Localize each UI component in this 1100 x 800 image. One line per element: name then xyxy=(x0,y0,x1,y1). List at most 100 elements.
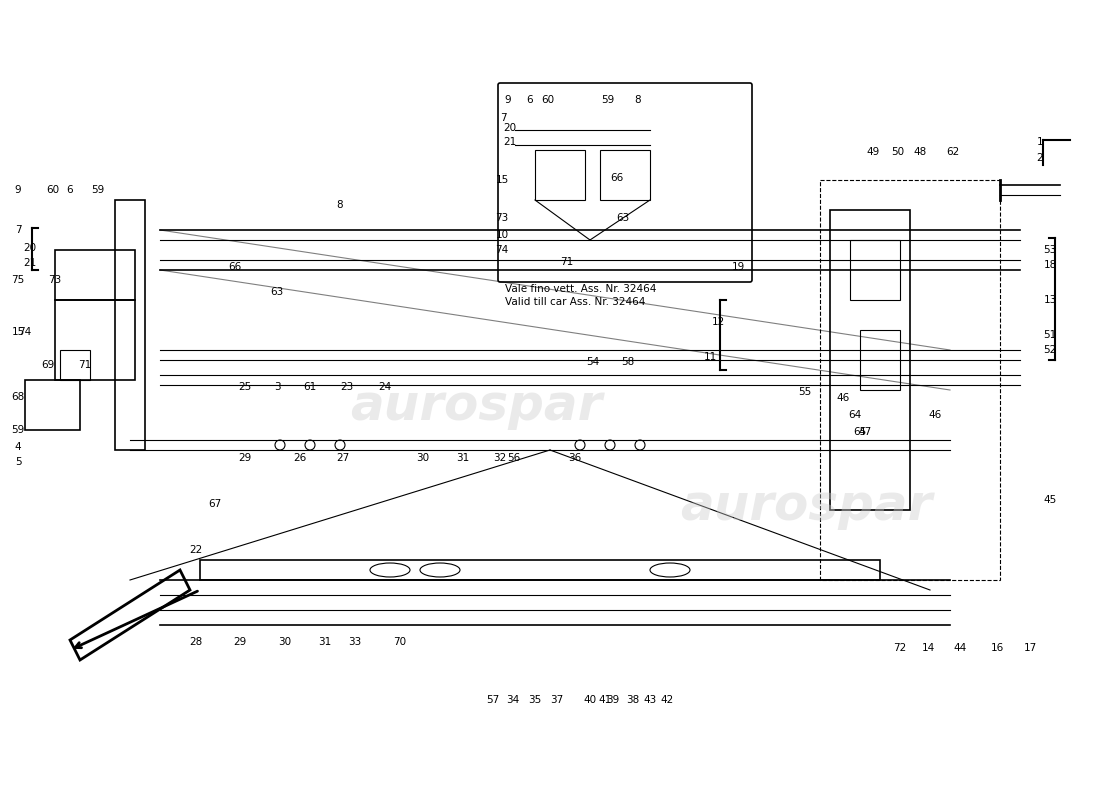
Text: 63: 63 xyxy=(616,213,629,223)
Bar xyxy=(55,250,135,300)
Text: 57: 57 xyxy=(486,695,499,705)
Text: 20: 20 xyxy=(504,123,517,133)
Text: 66: 66 xyxy=(229,262,242,272)
Text: 13: 13 xyxy=(1044,295,1057,305)
Text: 8: 8 xyxy=(635,95,641,105)
Text: 56: 56 xyxy=(507,453,520,463)
Text: 31: 31 xyxy=(456,453,470,463)
Text: 9: 9 xyxy=(505,95,512,105)
Text: 31: 31 xyxy=(318,637,331,647)
Polygon shape xyxy=(70,570,190,660)
Text: 74: 74 xyxy=(495,245,508,255)
Text: 32: 32 xyxy=(494,453,507,463)
Text: 35: 35 xyxy=(528,695,541,705)
Text: 24: 24 xyxy=(378,382,392,392)
Text: 21: 21 xyxy=(504,137,517,147)
Text: 30: 30 xyxy=(417,453,430,463)
Text: 8: 8 xyxy=(337,200,343,210)
Text: 53: 53 xyxy=(1044,245,1057,255)
Text: 29: 29 xyxy=(233,637,246,647)
Text: 17: 17 xyxy=(1023,643,1036,653)
Text: 73: 73 xyxy=(495,213,508,223)
Text: 3: 3 xyxy=(274,382,280,392)
Text: aurospar: aurospar xyxy=(680,482,933,530)
Text: 16: 16 xyxy=(990,643,1003,653)
Text: 60: 60 xyxy=(46,185,59,195)
Bar xyxy=(850,240,900,300)
Text: 20: 20 xyxy=(23,243,36,253)
Text: 61: 61 xyxy=(304,382,317,392)
Text: 39: 39 xyxy=(606,695,619,705)
Text: 26: 26 xyxy=(294,453,307,463)
Text: Vale fino vett. Ass. Nr. 32464: Vale fino vett. Ass. Nr. 32464 xyxy=(505,284,657,294)
Bar xyxy=(600,150,650,200)
Text: 9: 9 xyxy=(14,185,21,195)
Text: 7: 7 xyxy=(14,225,21,235)
Text: 6: 6 xyxy=(67,185,74,195)
Text: aurospar: aurospar xyxy=(350,382,603,430)
Text: 29: 29 xyxy=(239,453,252,463)
Bar xyxy=(116,200,145,450)
Text: 65: 65 xyxy=(854,427,867,437)
Text: 4: 4 xyxy=(14,442,21,452)
Text: 69: 69 xyxy=(42,360,55,370)
Bar xyxy=(55,300,135,380)
Text: 11: 11 xyxy=(703,352,716,362)
Text: 2: 2 xyxy=(1036,153,1043,163)
Text: 14: 14 xyxy=(922,643,935,653)
Text: 15: 15 xyxy=(11,327,24,337)
Text: 70: 70 xyxy=(394,637,407,647)
Bar xyxy=(25,380,80,430)
Text: 59: 59 xyxy=(602,95,615,105)
Text: 42: 42 xyxy=(660,695,673,705)
Text: 10: 10 xyxy=(495,230,508,240)
Text: 59: 59 xyxy=(91,185,104,195)
Bar xyxy=(200,560,880,580)
Text: 28: 28 xyxy=(189,637,202,647)
Text: 47: 47 xyxy=(858,427,871,437)
Text: 72: 72 xyxy=(893,643,906,653)
Text: 58: 58 xyxy=(621,357,635,367)
Text: 46: 46 xyxy=(836,393,849,403)
Text: 71: 71 xyxy=(78,360,91,370)
Bar xyxy=(820,180,1000,580)
Text: 73: 73 xyxy=(48,275,62,285)
Text: 50: 50 xyxy=(891,147,904,157)
Text: 38: 38 xyxy=(626,695,639,705)
Text: 18: 18 xyxy=(1044,260,1057,270)
Text: 59: 59 xyxy=(11,425,24,435)
Text: Valid till car Ass. Nr. 32464: Valid till car Ass. Nr. 32464 xyxy=(505,297,646,307)
Text: 51: 51 xyxy=(1044,330,1057,340)
Text: 36: 36 xyxy=(569,453,582,463)
Text: 40: 40 xyxy=(583,695,596,705)
Text: 49: 49 xyxy=(867,147,880,157)
Text: 52: 52 xyxy=(1044,345,1057,355)
Text: 74: 74 xyxy=(19,327,32,337)
Text: 34: 34 xyxy=(506,695,519,705)
Text: 5: 5 xyxy=(14,457,21,467)
Text: 66: 66 xyxy=(610,173,624,183)
Bar xyxy=(535,150,585,200)
Text: 67: 67 xyxy=(208,499,221,509)
Bar xyxy=(60,350,90,380)
Text: 27: 27 xyxy=(337,453,350,463)
Text: 48: 48 xyxy=(913,147,926,157)
Text: 22: 22 xyxy=(189,545,202,555)
Text: 54: 54 xyxy=(586,357,600,367)
Text: 62: 62 xyxy=(946,147,959,157)
Text: 30: 30 xyxy=(278,637,292,647)
Bar xyxy=(860,330,900,390)
Text: 12: 12 xyxy=(712,317,725,327)
Text: 46: 46 xyxy=(928,410,942,420)
Text: 15: 15 xyxy=(495,175,508,185)
Text: 60: 60 xyxy=(541,95,554,105)
Text: 55: 55 xyxy=(799,387,812,397)
Text: 6: 6 xyxy=(527,95,534,105)
Text: 45: 45 xyxy=(1044,495,1057,505)
Text: 33: 33 xyxy=(349,637,362,647)
Text: 63: 63 xyxy=(271,287,284,297)
Text: 44: 44 xyxy=(954,643,967,653)
Text: 75: 75 xyxy=(11,275,24,285)
Text: 1: 1 xyxy=(1036,137,1043,147)
Text: 43: 43 xyxy=(644,695,657,705)
